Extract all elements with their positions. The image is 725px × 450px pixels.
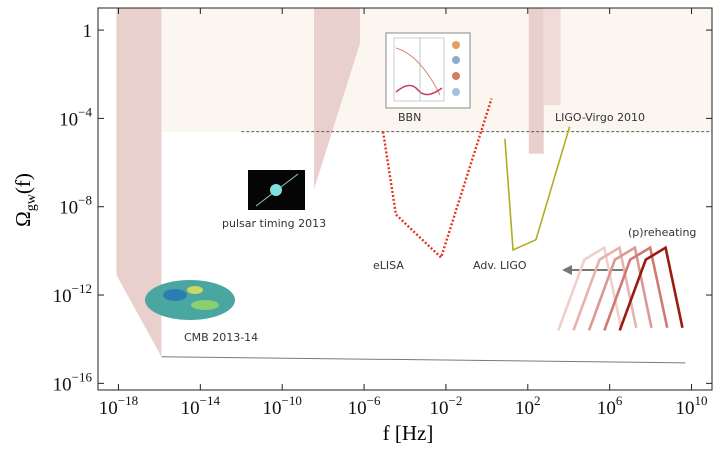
y-axis-label: Ωgw(f) [11,173,39,227]
plot-frame [97,7,713,391]
cmb-map [145,280,235,320]
y-tick-label: 10−4 [59,104,92,130]
arrow-head [562,265,572,275]
series-line [572,245,638,331]
annotation: pulsar timing 2013 [222,217,326,230]
annotation: Adv. LIGO [473,259,527,272]
y-tick-label: 10−16 [53,369,93,395]
inset-dot [452,56,460,64]
constraint-region [116,8,162,357]
x-tick-label: 10−6 [348,393,381,419]
inset-dot [452,88,460,96]
series-line [603,245,669,331]
series-line [161,356,686,364]
x-tick-label: 102 [515,393,541,419]
x-tick-label: 10−10 [263,393,302,419]
series-line [381,98,493,260]
constraint-region [543,8,561,106]
x-axis-label: f [Hz] [383,421,434,445]
constraint-region [528,8,544,154]
x-tick-label: 10−14 [181,393,221,419]
inset-star [270,184,282,196]
constraint-region [314,8,360,190]
cmb-inset [145,280,235,320]
series-line [618,245,684,331]
inset-curve [395,47,441,96]
series-line [557,245,623,331]
x-tick-label: 1010 [676,393,708,419]
x-tick-label: 106 [597,393,623,419]
inset-dot [452,72,460,80]
x-tick-label: 10−18 [99,393,138,419]
y-tick-label: 1 [83,21,93,42]
series-line [587,245,653,331]
cmb-spot [191,300,219,310]
cmb-spot [163,289,187,301]
pulsar-inset [248,170,305,210]
y-tick-label: 10−8 [59,193,92,219]
bbn-inset [385,32,471,109]
y-tick-label: 10−12 [53,281,92,307]
annotation: LIGO-Virgo 2010 [555,111,645,124]
inset-axes [393,37,445,102]
annotation: (p)reheating [628,226,696,239]
annotation: eLISA [373,259,404,272]
series-line [504,126,571,252]
annotation: CMB 2013-14 [184,331,258,344]
x-tick-label: 10−2 [430,393,463,419]
inset-curve [395,84,443,96]
annotation: BBN [398,111,421,124]
inset-dot [452,41,460,49]
cmb-spot [187,286,203,294]
